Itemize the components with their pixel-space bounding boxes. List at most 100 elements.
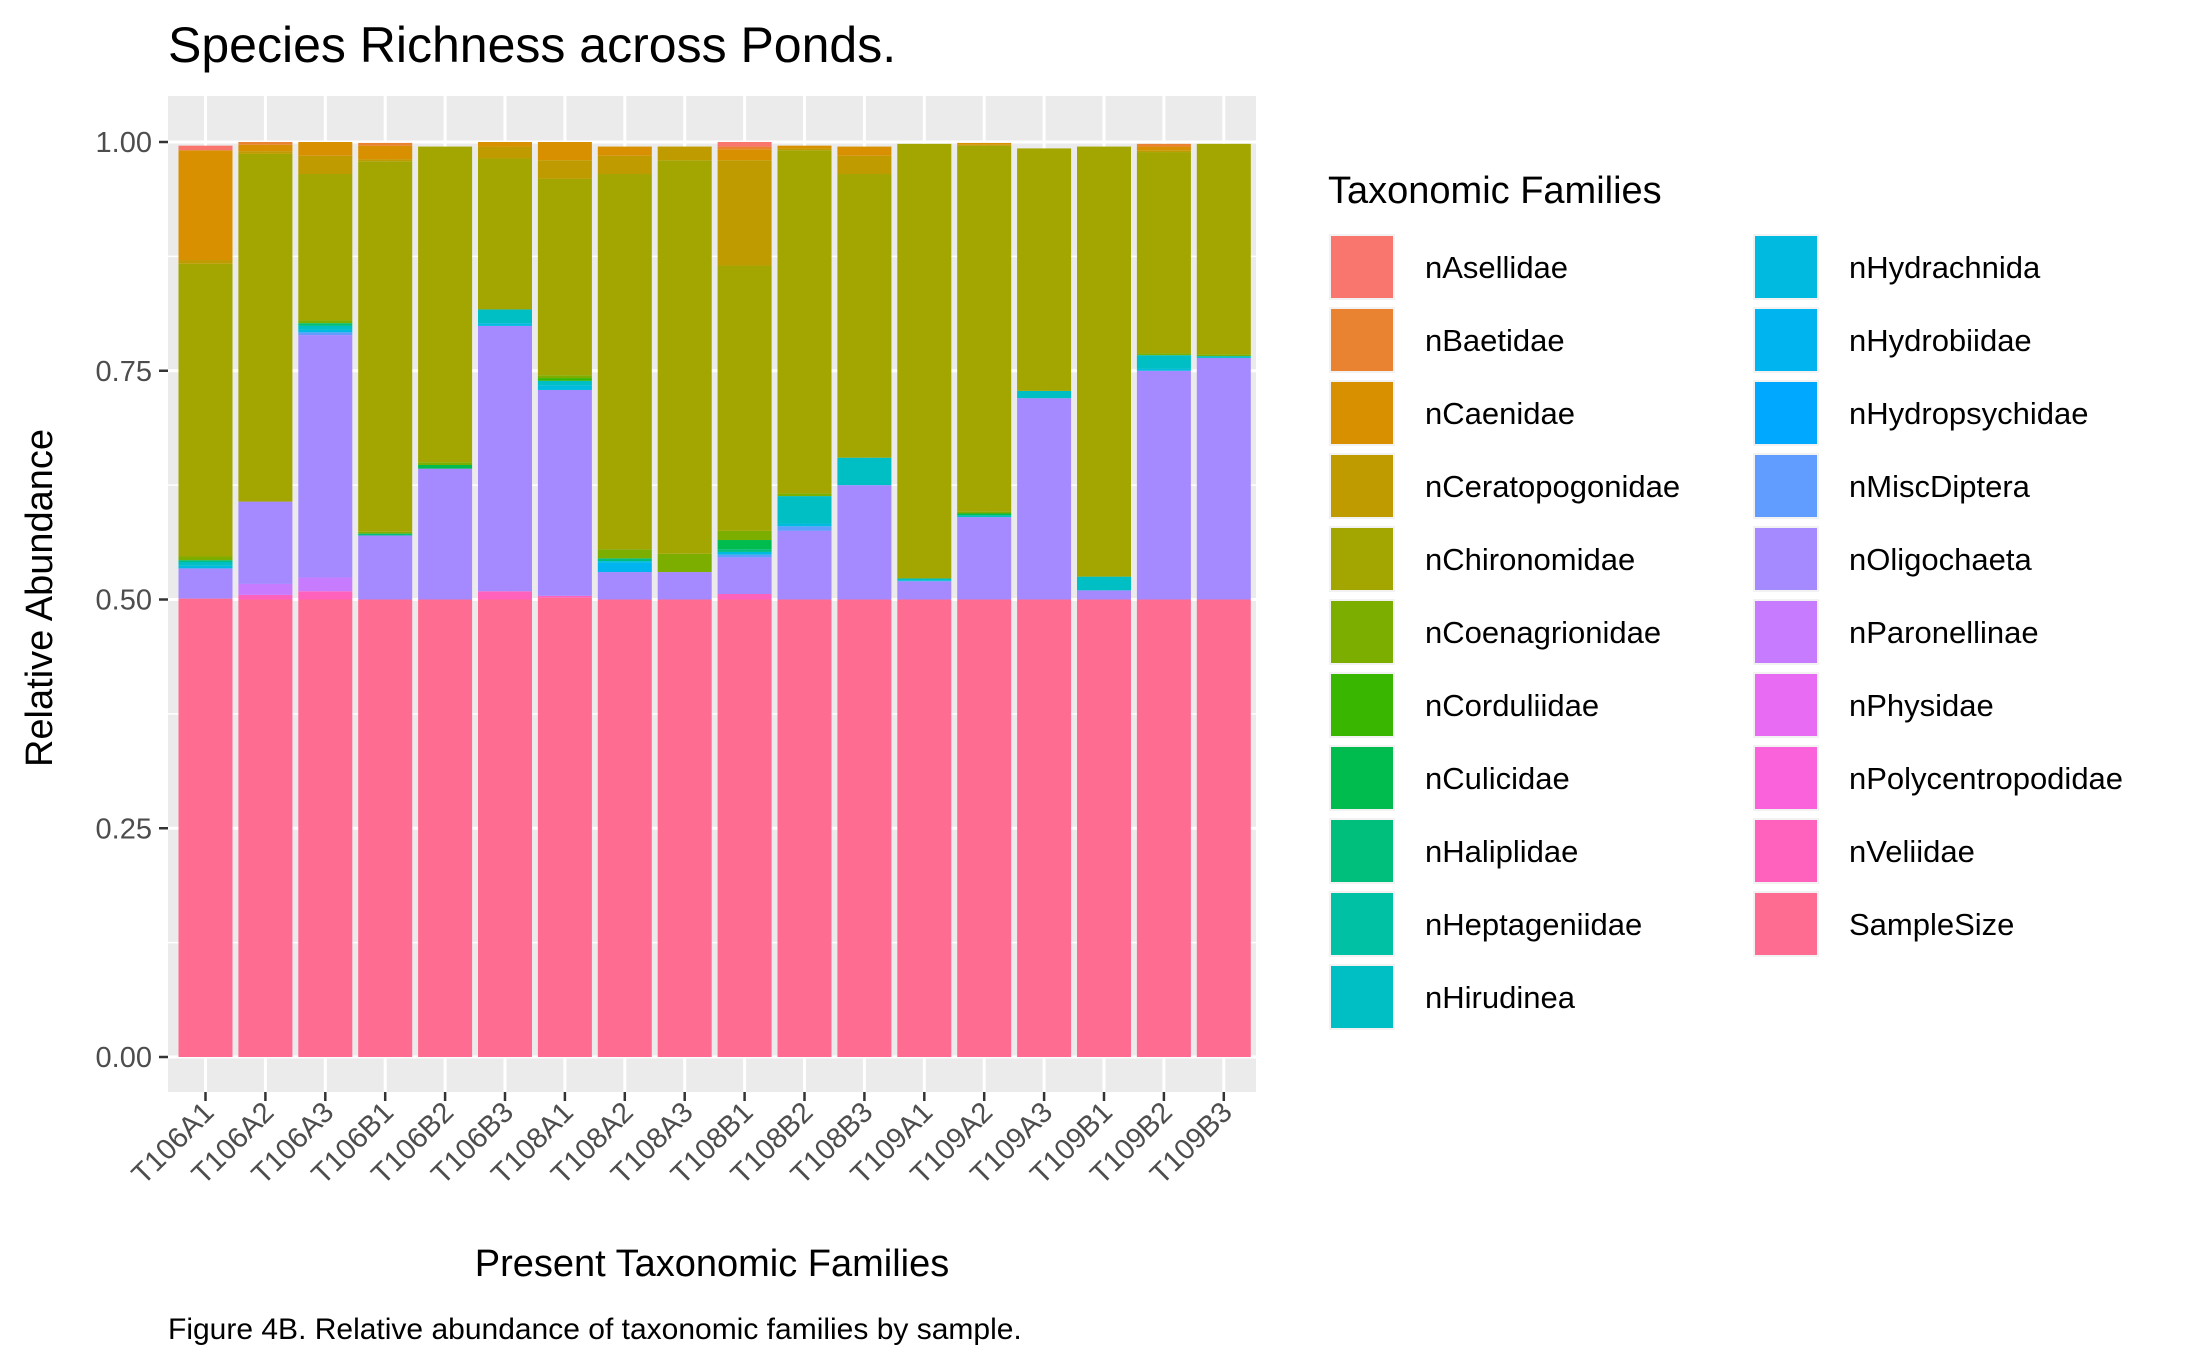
bar-segment [777,148,832,151]
bar-segment [298,323,353,326]
bar-segment [1136,368,1191,371]
legend-swatch [1331,820,1393,882]
bar-segment [717,146,772,150]
legend-item-nHeptageniidae: nHeptageniidae [1329,891,1642,957]
legend-swatch [1755,893,1817,955]
bar-segment [178,568,233,599]
legend-swatch [1331,382,1393,444]
bar-stack-T106A3 [298,142,353,1057]
bar-segment [358,161,413,532]
bar-stack-T108A2 [597,146,652,1057]
bar-segment [1136,370,1191,600]
legend-item-nChironomidae: nChironomidae [1329,526,1635,592]
legend-item-nCorduliidae: nCorduliidae [1329,672,1599,738]
legend-label: SampleSize [1849,907,2014,942]
bar-segment [478,158,532,310]
bar-segment [178,556,233,561]
legend-item-nHydrachnida: nHydrachnida [1753,234,2041,300]
bar-segment [657,599,712,1057]
legend-label: nCaenidae [1425,396,1575,431]
bar-segment [537,380,592,386]
bar-segment [837,155,892,175]
legend-label: nHirudinea [1425,980,1576,1015]
bar-segment [298,320,353,324]
bar-segment [537,142,592,161]
bar-segment [1136,150,1191,153]
bar-stack-T106B2 [418,146,473,1057]
bar-segment [837,485,892,600]
legend-swatch [1755,236,1817,298]
bar-stack-T106B3 [478,142,532,1057]
bar-segment [298,174,353,321]
bar-segment [478,591,532,600]
bar-segment [657,572,712,600]
bar-segment [1017,398,1072,600]
bar-segment [178,560,233,562]
bar-stack-T109A2 [957,142,1012,1057]
bar-segment [478,599,532,1057]
bar-segment [1136,599,1191,1057]
bar-segment [478,325,532,592]
bar-segment [777,145,832,149]
y-tick-label: 0.75 [96,356,152,388]
bar-segment [837,146,892,156]
legend-label: nBaetidae [1425,323,1565,358]
chart-title: Species Richness across Ponds. [168,17,896,73]
bar-segment [717,599,772,1057]
legend-swatch [1331,236,1393,298]
bar-stack-T108B2 [777,145,832,1057]
bar-segment [777,150,832,494]
y-axis: 0.00 0.25 0.50 0.75 1.00 [96,127,168,1074]
y-tick-label: 0.00 [96,1042,152,1074]
bar-segment [537,597,592,1057]
legend-label: nHydrachnida [1849,250,2041,285]
legend-title: Taxonomic Families [1328,170,1662,212]
legend-item-nAsellidae: nAsellidae [1329,234,1568,300]
y-tick-label: 0.25 [96,813,152,845]
legend-label: nHydrobiidae [1849,323,2032,358]
bar-segment [657,553,712,573]
bar-segment [957,517,1012,600]
legend-label: nCulicidae [1425,761,1570,796]
bar-segment [837,599,892,1057]
legend-label: nOligochaeta [1849,542,2032,577]
bar-segment [1136,355,1191,369]
bar-segment [957,144,1012,146]
bar-segment [537,378,592,381]
x-axis-title: Present Taxonomic Families [475,1243,949,1285]
bar-stack-T109B1 [1077,146,1131,1057]
legend-swatch [1331,528,1393,590]
bar-stack-T106B1 [358,142,413,1057]
bar-segment [717,530,772,541]
bar-segment [717,551,772,555]
bar-segment [238,594,293,600]
legend-swatch [1755,455,1817,517]
bar-stack-T108A1 [537,142,592,1057]
bar-segment [957,515,1012,518]
bar-segment [657,146,712,161]
bar-segment [238,583,293,595]
bar-segment [298,335,353,578]
legend-item-nHirudinea: nHirudinea [1329,964,1576,1030]
bar-stack-T108A3 [657,146,712,1057]
bar-segment [238,142,293,145]
bar-segment [178,598,233,1057]
bar-segment [358,142,413,146]
bar-segment [597,155,652,175]
bar-segment [897,578,952,581]
bar-segment [298,577,353,592]
bar-segment [897,581,952,600]
bar-segment [358,599,413,1057]
bar-segment [238,151,293,154]
bar-segment [717,549,772,552]
bar-segment [897,599,952,1057]
bar-segment [1136,146,1191,151]
bar-segment [537,178,592,376]
bar-segment [837,174,892,458]
y-axis-title: Relative Abundance [19,429,61,767]
bar-segment [897,143,952,579]
legend-label: nChironomidae [1425,542,1635,577]
bar-segment [777,599,832,1057]
bar-segment [717,149,772,161]
bar-segment [777,530,832,600]
